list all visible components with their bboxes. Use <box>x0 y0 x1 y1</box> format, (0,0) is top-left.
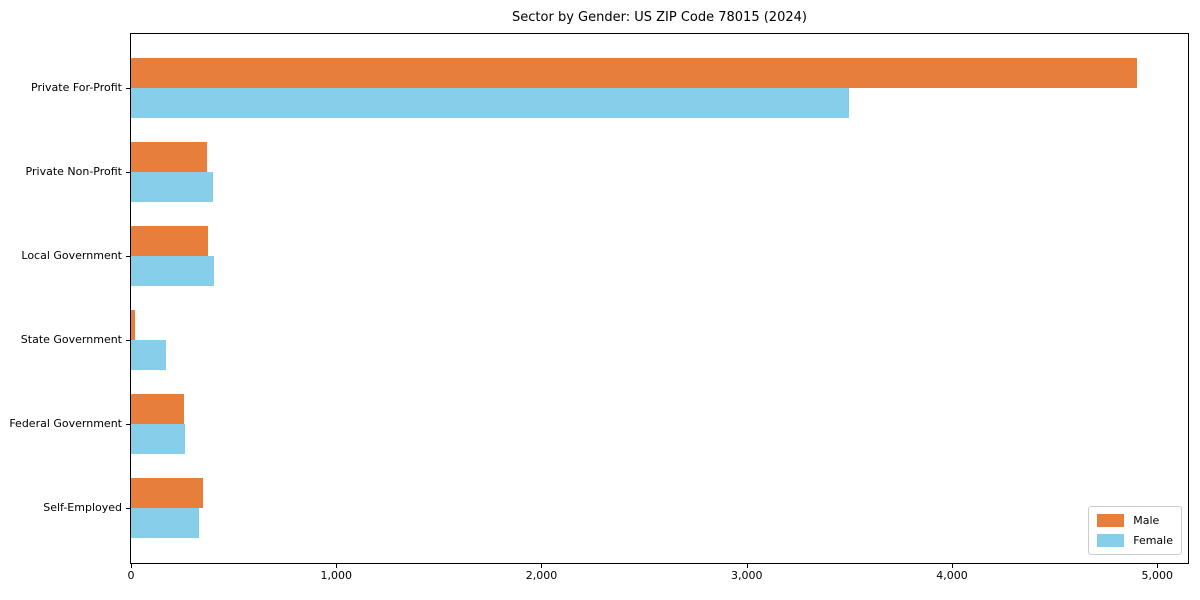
x-tick-mark <box>541 564 542 568</box>
bar-female-state-government <box>131 340 166 370</box>
y-tick-label-state-government: State Government <box>20 333 122 346</box>
y-tick-label-local-government: Local Government <box>21 249 122 262</box>
y-tick-mark <box>126 88 130 89</box>
bar-male-self-employed <box>131 478 203 508</box>
bar-male-private-non-profit <box>131 142 207 172</box>
plot-area: Male Female <box>130 33 1189 564</box>
x-tick-mark <box>131 564 132 568</box>
x-tick-mark <box>952 564 953 568</box>
y-tick-label-private-non-profit: Private Non-Profit <box>25 165 122 178</box>
legend-entry-female: Female <box>1097 533 1173 548</box>
legend-label-male: Male <box>1133 514 1160 527</box>
bar-male-federal-government <box>131 394 184 424</box>
y-tick-label-federal-government: Federal Government <box>9 417 122 430</box>
x-tick-label: 0 <box>127 569 135 582</box>
bar-male-local-government <box>131 226 208 256</box>
y-tick-label-private-for-profit: Private For-Profit <box>31 81 122 94</box>
chart-title: Sector by Gender: US ZIP Code 78015 (202… <box>512 10 807 25</box>
y-tick-mark <box>126 340 130 341</box>
y-tick-mark <box>126 172 130 173</box>
legend-entry-male: Male <box>1097 513 1173 528</box>
x-tick-label: 1,000 <box>320 569 352 582</box>
x-tick-mark <box>747 564 748 568</box>
y-tick-mark <box>126 508 130 509</box>
x-tick-mark <box>336 564 337 568</box>
bar-male-state-government <box>131 310 135 340</box>
legend-label-female: Female <box>1133 534 1173 547</box>
x-tick-label: 3,000 <box>730 569 763 582</box>
x-tick-label: 2,000 <box>525 569 558 582</box>
bar-female-private-for-profit <box>131 88 849 118</box>
x-tick-label: 5,000 <box>1141 569 1173 582</box>
x-tick-label: 4,000 <box>936 569 968 582</box>
legend: Male Female <box>1088 506 1182 555</box>
bar-female-local-government <box>131 256 214 286</box>
x-tick-mark <box>1157 564 1158 568</box>
y-tick-mark <box>126 256 130 257</box>
bar-female-self-employed <box>131 508 199 538</box>
y-tick-mark <box>126 424 130 425</box>
legend-swatch-female <box>1097 534 1125 547</box>
bar-female-private-non-profit <box>131 172 213 202</box>
y-tick-label-self-employed: Self-Employed <box>43 501 122 514</box>
bar-female-federal-government <box>131 424 185 454</box>
bar-male-private-for-profit <box>131 58 1137 88</box>
legend-swatch-male <box>1097 514 1125 527</box>
